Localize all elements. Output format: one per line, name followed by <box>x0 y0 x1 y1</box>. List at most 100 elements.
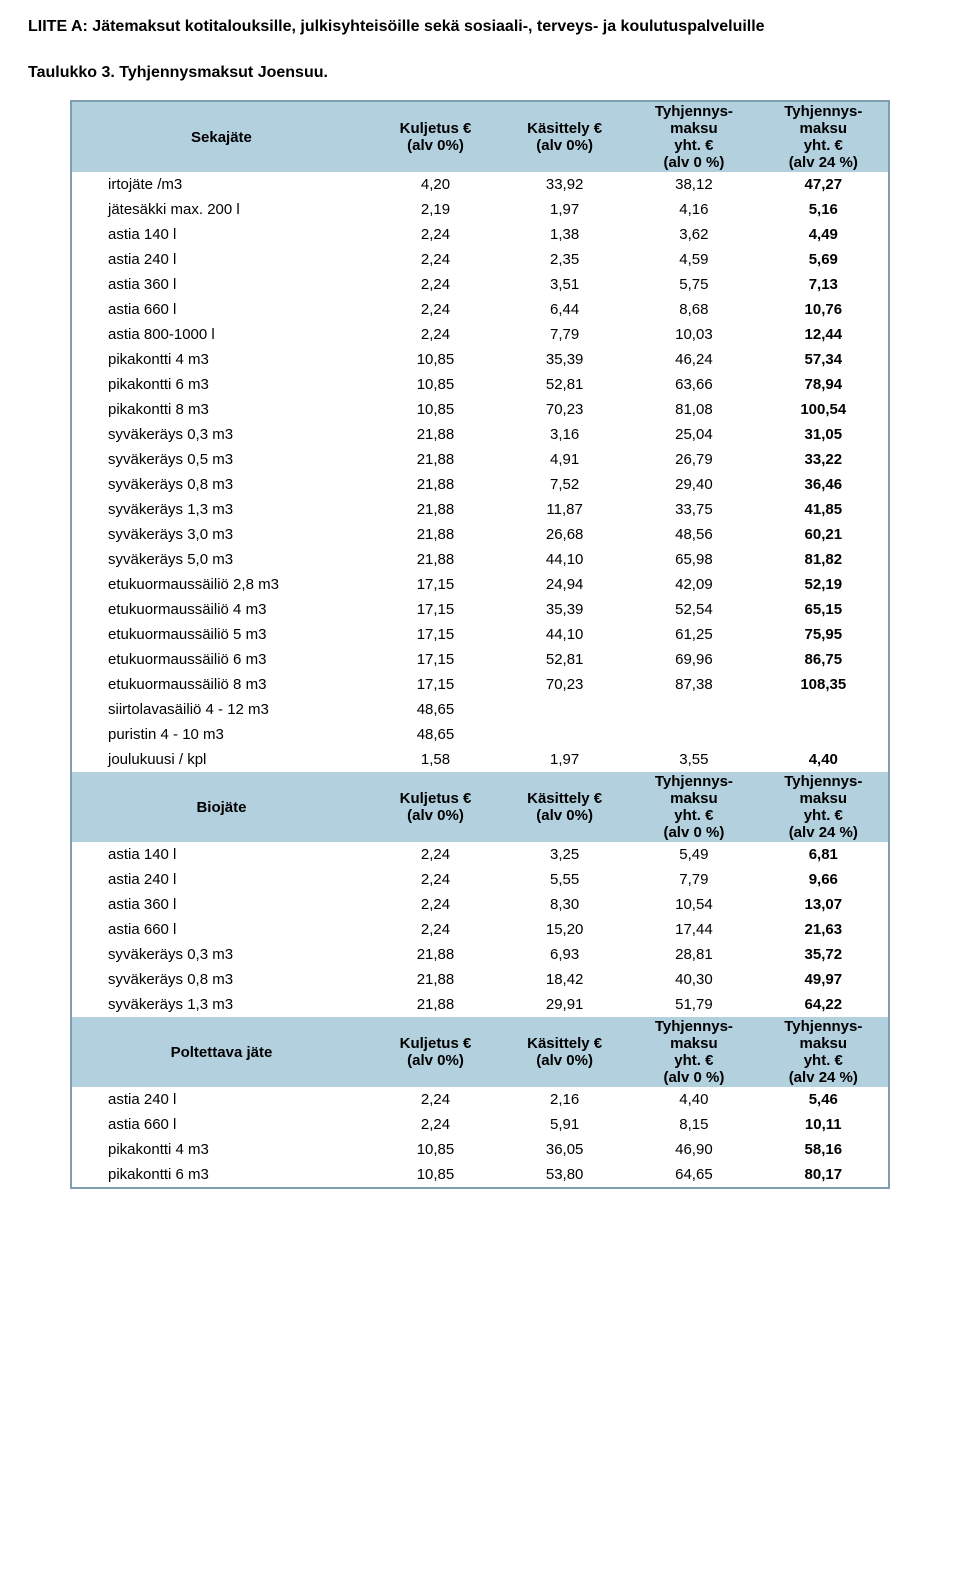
cell-kuljetus: 21,88 <box>371 967 500 992</box>
cell-kasittely: 18,42 <box>500 967 629 992</box>
table-row: siirtolavasäiliö 4 - 12 m348,65 <box>72 697 888 722</box>
cell-kasittely: 1,97 <box>500 747 629 772</box>
cell-kuljetus: 4,20 <box>371 172 500 197</box>
row-label: pikakontti 8 m3 <box>72 397 371 422</box>
table-row: etukuormaussäiliö 6 m317,1552,8169,9686,… <box>72 647 888 672</box>
row-label: etukuormaussäiliö 6 m3 <box>72 647 371 672</box>
cell-kasittely: 5,91 <box>500 1112 629 1137</box>
cell-kuljetus: 48,65 <box>371 722 500 747</box>
cell-kuljetus: 2,24 <box>371 297 500 322</box>
cell-yht-alv0: 40,30 <box>629 967 758 992</box>
row-label: astia 660 l <box>72 1112 371 1137</box>
cell-yht-alv0: 7,79 <box>629 867 758 892</box>
row-label: syväkeräys 1,3 m3 <box>72 992 371 1017</box>
cell-yht-alv24: 86,75 <box>759 647 888 672</box>
table-row: astia 660 l2,2415,2017,4421,63 <box>72 917 888 942</box>
cell-kasittely: 52,81 <box>500 372 629 397</box>
cell-yht-alv0: 26,79 <box>629 447 758 472</box>
cell-kasittely: 15,20 <box>500 917 629 942</box>
row-label: pikakontti 6 m3 <box>72 1162 371 1187</box>
cell-kasittely: 35,39 <box>500 597 629 622</box>
cell-kuljetus: 2,24 <box>371 247 500 272</box>
cell-kasittely: 2,16 <box>500 1087 629 1112</box>
cell-yht-alv24: 58,16 <box>759 1137 888 1162</box>
cell-yht-alv24: 81,82 <box>759 547 888 572</box>
col-yht-alv24: Tyhjennys-maksuyht. €(alv 24 %) <box>759 772 888 842</box>
cell-yht-alv24: 5,69 <box>759 247 888 272</box>
row-label: jätesäkki max. 200 l <box>72 197 371 222</box>
row-label: pikakontti 4 m3 <box>72 347 371 372</box>
cell-kasittely: 70,23 <box>500 672 629 697</box>
cell-yht-alv0: 33,75 <box>629 497 758 522</box>
cell-yht-alv0: 3,55 <box>629 747 758 772</box>
cell-kasittely: 6,44 <box>500 297 629 322</box>
table-row: pikakontti 8 m310,8570,2381,08100,54 <box>72 397 888 422</box>
cell-kasittely: 6,93 <box>500 942 629 967</box>
cell-kuljetus: 21,88 <box>371 547 500 572</box>
cell-kasittely: 35,39 <box>500 347 629 372</box>
cell-yht-alv24: 75,95 <box>759 622 888 647</box>
table-row: syväkeräys 5,0 m321,8844,1065,9881,82 <box>72 547 888 572</box>
section-heading: Sekajäte <box>72 102 371 172</box>
row-label: astia 240 l <box>72 1087 371 1112</box>
cell-kasittely: 33,92 <box>500 172 629 197</box>
cell-yht-alv24: 80,17 <box>759 1162 888 1187</box>
cell-yht-alv0 <box>629 697 758 722</box>
cell-yht-alv24: 9,66 <box>759 867 888 892</box>
cell-yht-alv0: 87,38 <box>629 672 758 697</box>
cell-yht-alv0: 52,54 <box>629 597 758 622</box>
cell-kasittely: 1,97 <box>500 197 629 222</box>
cell-kasittely: 52,81 <box>500 647 629 672</box>
cell-yht-alv0: 65,98 <box>629 547 758 572</box>
cell-kasittely: 7,52 <box>500 472 629 497</box>
row-label: pikakontti 4 m3 <box>72 1137 371 1162</box>
cell-yht-alv0: 48,56 <box>629 522 758 547</box>
cell-yht-alv24: 57,34 <box>759 347 888 372</box>
cell-yht-alv0: 4,40 <box>629 1087 758 1112</box>
table-row: astia 240 l2,245,557,799,66 <box>72 867 888 892</box>
cell-yht-alv0: 10,03 <box>629 322 758 347</box>
cell-kuljetus: 2,24 <box>371 917 500 942</box>
cell-kasittely: 2,35 <box>500 247 629 272</box>
row-label: siirtolavasäiliö 4 - 12 m3 <box>72 697 371 722</box>
row-label: etukuormaussäiliö 4 m3 <box>72 597 371 622</box>
cell-kasittely: 29,91 <box>500 992 629 1017</box>
row-label: etukuormaussäiliö 2,8 m3 <box>72 572 371 597</box>
cell-yht-alv24: 52,19 <box>759 572 888 597</box>
table-row: syväkeräys 3,0 m321,8826,6848,5660,21 <box>72 522 888 547</box>
row-label: pikakontti 6 m3 <box>72 372 371 397</box>
cell-yht-alv24: 13,07 <box>759 892 888 917</box>
cell-kuljetus: 21,88 <box>371 447 500 472</box>
table-title: Taulukko 3. Tyhjennysmaksut Joensuu. <box>28 64 932 82</box>
cell-kuljetus: 10,85 <box>371 1162 500 1187</box>
table-row: syväkeräys 0,8 m321,887,5229,4036,46 <box>72 472 888 497</box>
cell-kuljetus: 2,24 <box>371 222 500 247</box>
col-kuljetus: Kuljetus €(alv 0%) <box>371 772 500 842</box>
row-label: syväkeräys 1,3 m3 <box>72 497 371 522</box>
row-label: syväkeräys 0,3 m3 <box>72 942 371 967</box>
cell-yht-alv0: 46,24 <box>629 347 758 372</box>
section-heading: Biojäte <box>72 772 371 842</box>
cell-yht-alv24: 49,97 <box>759 967 888 992</box>
cell-yht-alv0: 51,79 <box>629 992 758 1017</box>
cell-kuljetus: 10,85 <box>371 372 500 397</box>
cell-kuljetus: 1,58 <box>371 747 500 772</box>
cell-kuljetus: 2,24 <box>371 892 500 917</box>
cell-kasittely: 24,94 <box>500 572 629 597</box>
cell-yht-alv0: 38,12 <box>629 172 758 197</box>
cell-kasittely: 36,05 <box>500 1137 629 1162</box>
cell-kuljetus: 2,24 <box>371 1087 500 1112</box>
cell-yht-alv0: 5,75 <box>629 272 758 297</box>
cell-yht-alv0: 81,08 <box>629 397 758 422</box>
cell-kuljetus: 2,24 <box>371 842 500 867</box>
table-row: irtojäte /m34,2033,9238,1247,27 <box>72 172 888 197</box>
cell-kuljetus: 17,15 <box>371 622 500 647</box>
cell-kasittely: 11,87 <box>500 497 629 522</box>
cell-yht-alv0: 46,90 <box>629 1137 758 1162</box>
row-label: astia 360 l <box>72 272 371 297</box>
table-row: etukuormaussäiliö 2,8 m317,1524,9442,095… <box>72 572 888 597</box>
row-label: syväkeräys 3,0 m3 <box>72 522 371 547</box>
table-row: astia 140 l2,241,383,624,49 <box>72 222 888 247</box>
fees-table: SekajäteKuljetus €(alv 0%)Käsittely €(al… <box>70 100 890 1189</box>
cell-kasittely: 8,30 <box>500 892 629 917</box>
